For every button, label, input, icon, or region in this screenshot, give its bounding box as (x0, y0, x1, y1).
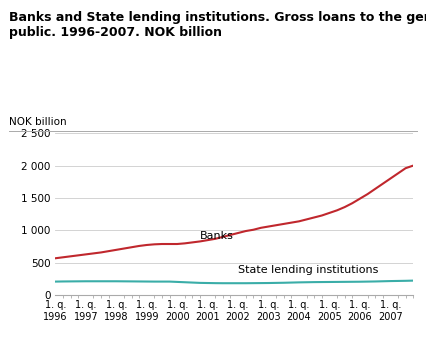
Text: State lending institutions: State lending institutions (238, 265, 378, 275)
Text: Banks and State lending institutions. Gross loans to the general
public. 1996-20: Banks and State lending institutions. Gr… (9, 11, 426, 39)
Text: NOK billion: NOK billion (9, 117, 66, 127)
Text: Banks: Banks (200, 231, 234, 241)
